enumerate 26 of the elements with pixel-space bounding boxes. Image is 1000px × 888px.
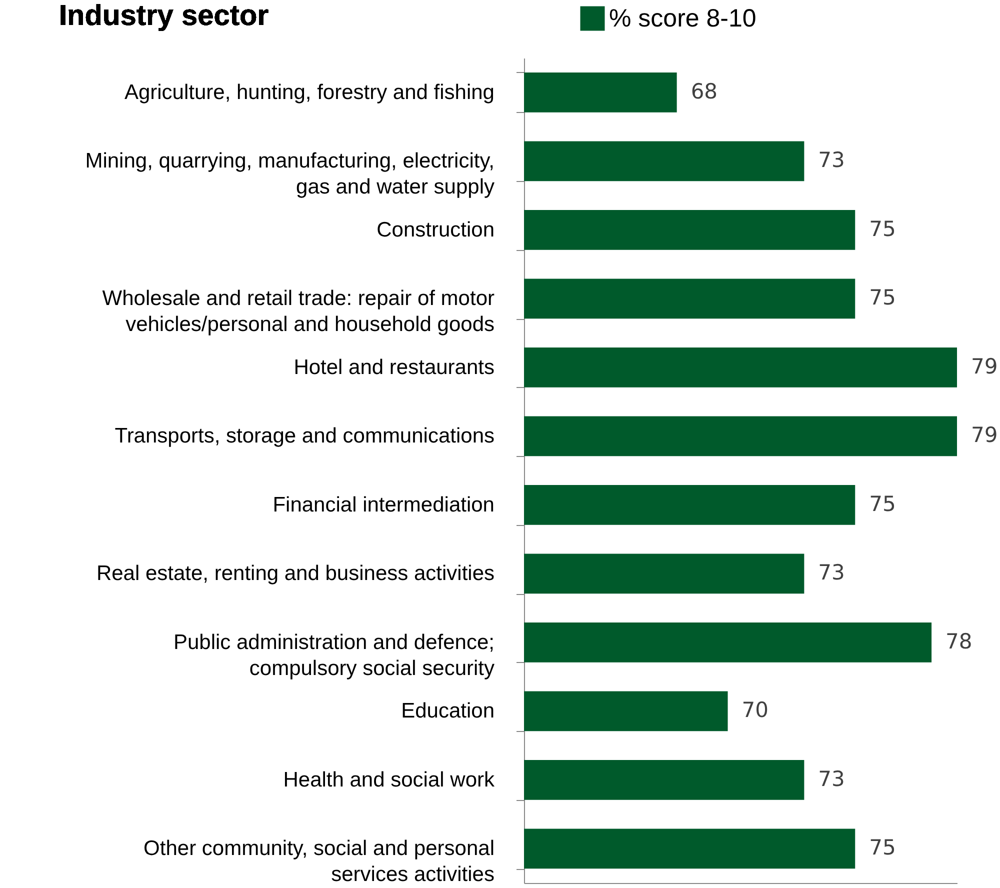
data-label: 75 [869,492,896,516]
y-tick-label: Other community, social and personal services activities [144,837,494,886]
legend-label: % score 8-10 [609,4,756,32]
data-label: 75 [869,286,896,310]
text: Industry sector [59,0,268,32]
y-tick-label: Transports, storage and communications [114,424,494,448]
data-label: 70 [742,698,768,722]
data-label: 73 [818,148,845,172]
y-tick-label: Mining, quarrying, manufacturing, electricity, gas and water supply [85,150,495,199]
data-label: 79 [971,423,998,448]
y-tick-label: Hotel and restaurants [294,356,494,379]
y-tick-label: Agriculture, hunting, forestry and fishing [124,80,494,104]
y-tick-label: Wholesale and retail trade: repair of motor vehicles/personal and household goods [102,287,494,336]
data-label: 78 [946,629,972,654]
y-tick-label: Construction [376,218,494,242]
data-label: 68 [690,79,718,104]
y-tick-label: Health and social work [283,768,495,792]
data-label: 75 [869,836,896,860]
y-tick-label: Financial intermediation [272,493,494,516]
data-label: 73 [818,560,845,585]
y-tick-label: Real estate, renting and business activities [96,562,494,586]
data-label: 75 [869,216,896,241]
y-tick-label: Public administration and defence; compulsory social security [173,630,495,680]
data-label: 73 [818,766,845,791]
data-label: 79 [971,354,998,378]
y-tick-label: Education [401,700,494,723]
